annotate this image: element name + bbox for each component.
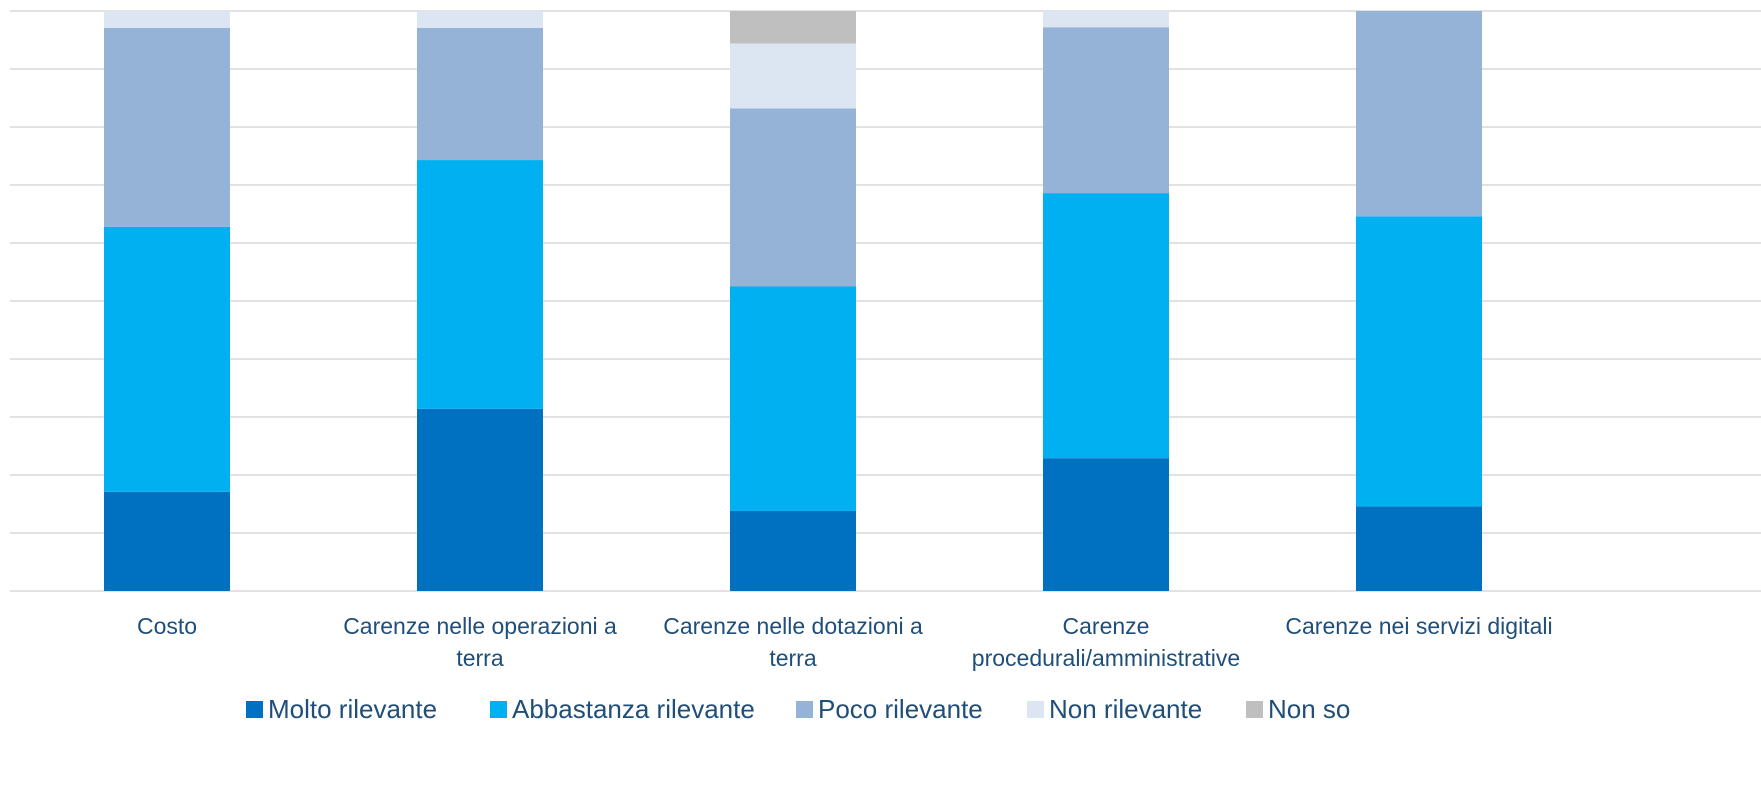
bar-stack: [1043, 11, 1169, 591]
bar-stack: [417, 11, 543, 591]
bar-segment-molto-rilevante: [417, 408, 543, 591]
bar-segment-abbastanza-rilevante: [730, 286, 856, 511]
legend-label: Abbastanza rilevante: [512, 694, 755, 724]
legend-swatch: [1027, 701, 1044, 718]
gridlines: [10, 10, 1761, 592]
bar-segment-non-rilevante: [730, 43, 856, 109]
legend-item-poco-rilevante: Poco rilevante: [796, 694, 983, 724]
legend-item-non-rilevante: Non rilevante: [1027, 694, 1202, 724]
bar-segment-abbastanza-rilevante: [417, 160, 543, 409]
bar-segment-molto-rilevante: [104, 491, 230, 591]
bar-stack: [104, 11, 230, 591]
bar-segment-poco-rilevante: [1043, 27, 1169, 194]
legend-item-abbastanza-rilevante: Abbastanza rilevante: [490, 694, 755, 724]
bar-stacks: [104, 11, 1482, 591]
legend-swatch: [490, 701, 507, 718]
legend-label: Poco rilevante: [818, 694, 983, 724]
legend-label: Non so: [1268, 694, 1350, 724]
category-label: Carenze nelle operazioni a terra: [343, 613, 617, 671]
legend-item-molto-rilevante: Molto rilevante: [246, 694, 437, 724]
bar-segment-poco-rilevante: [730, 108, 856, 287]
legend-swatch: [1246, 701, 1263, 718]
legend-item-non-so: Non so: [1246, 694, 1350, 724]
bar-segment-non-rilevante: [104, 11, 230, 28]
bar-segment-poco-rilevante: [104, 27, 230, 227]
legend-swatch: [796, 701, 813, 718]
category-label: Carenze nelle dotazioni a terra: [663, 613, 923, 671]
legend-label: Molto rilevante: [268, 694, 437, 724]
legend-label: Non rilevante: [1049, 694, 1202, 724]
bar-segment-poco-rilevante: [417, 27, 543, 161]
bar-segment-molto-rilevante: [1356, 506, 1482, 591]
bar-segment-abbastanza-rilevante: [104, 226, 230, 492]
bar-segment-non-so: [730, 11, 856, 44]
category-label: Carenze nei servizi digitali: [1285, 613, 1552, 639]
bar-segment-non-rilevante: [1043, 11, 1169, 28]
category-axis-labels: Costo Carenze nelle operazioni a terra Care…: [137, 613, 1553, 671]
bar-stack: [730, 11, 856, 591]
bar-segment-abbastanza-rilevante: [1356, 216, 1482, 507]
category-label: Carenze procedurali/amministrative: [972, 613, 1240, 671]
bar-segment-molto-rilevante: [1043, 458, 1169, 591]
category-label: Costo: [137, 613, 197, 639]
bar-stack: [1356, 11, 1482, 591]
bar-segment-non-rilevante: [417, 11, 543, 28]
bar-segment-molto-rilevante: [730, 510, 856, 591]
legend-swatch: [246, 701, 263, 718]
bar-segment-poco-rilevante: [1356, 11, 1482, 217]
legend: Molto rilevante Abbastanza rilevante Poco …: [246, 694, 1350, 724]
bar-segment-abbastanza-rilevante: [1043, 193, 1169, 459]
